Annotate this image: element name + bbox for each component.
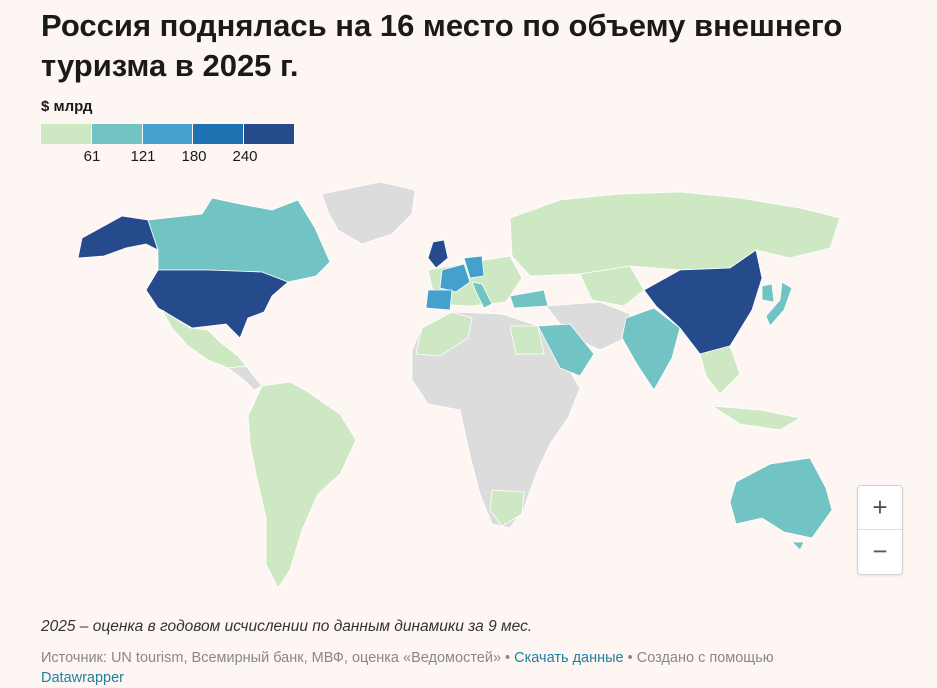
map-greenland[interactable]: [321, 181, 416, 245]
map-country[interactable]: [711, 405, 802, 431]
map-country[interactable]: [761, 283, 775, 303]
map-country[interactable]: [415, 311, 473, 357]
map-country[interactable]: [765, 281, 793, 327]
legend-swatch: [41, 124, 91, 144]
map-country[interactable]: [247, 381, 357, 589]
map-country[interactable]: [509, 289, 549, 309]
legend-swatch: [244, 124, 294, 144]
map-country[interactable]: [791, 541, 805, 551]
map-country[interactable]: [463, 255, 485, 279]
zoom-in-button[interactable]: +: [858, 486, 902, 530]
legend-tick: 240: [232, 148, 258, 165]
legend-tick: 121: [130, 148, 156, 165]
created-with-text: Создано с помощью: [636, 650, 774, 666]
map-country[interactable]: [537, 323, 595, 377]
map-country[interactable]: [699, 345, 741, 395]
legend-swatch: [193, 124, 244, 144]
legend-title: $ млрд: [41, 98, 93, 115]
map-country[interactable]: [729, 457, 833, 539]
map-country[interactable]: [621, 307, 681, 391]
map-country[interactable]: [489, 489, 525, 527]
map-country[interactable]: [509, 191, 841, 277]
separator: •: [501, 650, 515, 666]
map-country[interactable]: [425, 289, 453, 311]
map-country[interactable]: [509, 325, 545, 355]
separator: •: [623, 650, 637, 666]
legend-tick: 180: [181, 148, 207, 165]
legend-ticks: 61 121 180 240: [41, 148, 301, 168]
chart-note: 2025 – оценка в годовом исчислении по да…: [41, 618, 533, 635]
legend-swatch: [91, 124, 142, 144]
map-country[interactable]: [643, 249, 763, 355]
map-country[interactable]: [77, 215, 159, 259]
map-zoom-controls: + −: [857, 485, 903, 575]
world-map[interactable]: [40, 178, 910, 598]
zoom-out-button[interactable]: −: [872, 536, 888, 566]
source-line: Источник: UN tourism, Всемирный банк, МВ…: [41, 648, 901, 688]
map-country[interactable]: [579, 265, 645, 307]
map-country[interactable]: [439, 263, 471, 293]
map-country[interactable]: [145, 269, 289, 339]
download-data-link[interactable]: Скачать данные: [514, 650, 624, 666]
datawrapper-link[interactable]: Datawrapper: [41, 670, 125, 686]
map-country[interactable]: [427, 239, 449, 269]
legend-tick: 61: [83, 148, 101, 165]
legend-swatch: [142, 124, 193, 144]
source-text: Источник: UN tourism, Всемирный банк, МВ…: [41, 650, 502, 666]
map-country[interactable]: [147, 197, 331, 283]
chart-title: Россия поднялась на 16 место по объему в…: [41, 8, 843, 83]
legend-color-scale: [41, 124, 294, 144]
map-country[interactable]: [471, 281, 493, 309]
map-central-america[interactable]: [226, 365, 263, 391]
